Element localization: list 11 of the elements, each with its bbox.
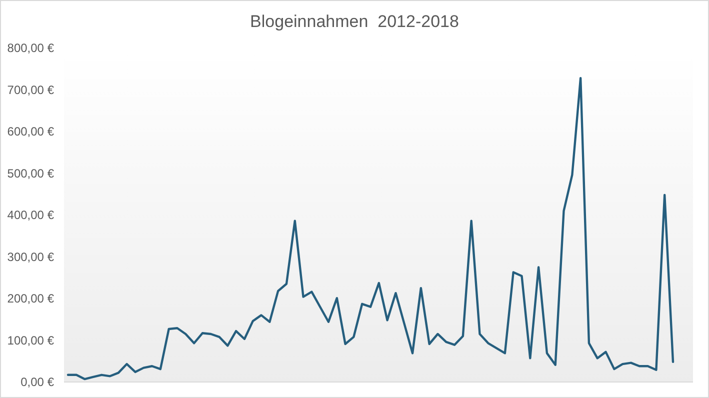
y-tick-label: 0,00 €: [20, 375, 54, 390]
y-tick-label: 300,00 €: [7, 250, 54, 264]
y-tick-label: 100,00 €: [7, 333, 54, 348]
y-tick-label: 700,00 €: [7, 82, 54, 97]
chart-title: Blogeinnahmen 2012-2018: [250, 12, 459, 31]
y-tick-label: 500,00 €: [7, 166, 54, 180]
y-tick-label: 800,00 €: [7, 41, 54, 56]
y-tick-label: 600,00 €: [7, 124, 54, 139]
y-tick-label: 400,00 €: [7, 208, 54, 222]
y-tick-label: 200,00 €: [7, 292, 54, 306]
line-series: [66, 76, 674, 380]
